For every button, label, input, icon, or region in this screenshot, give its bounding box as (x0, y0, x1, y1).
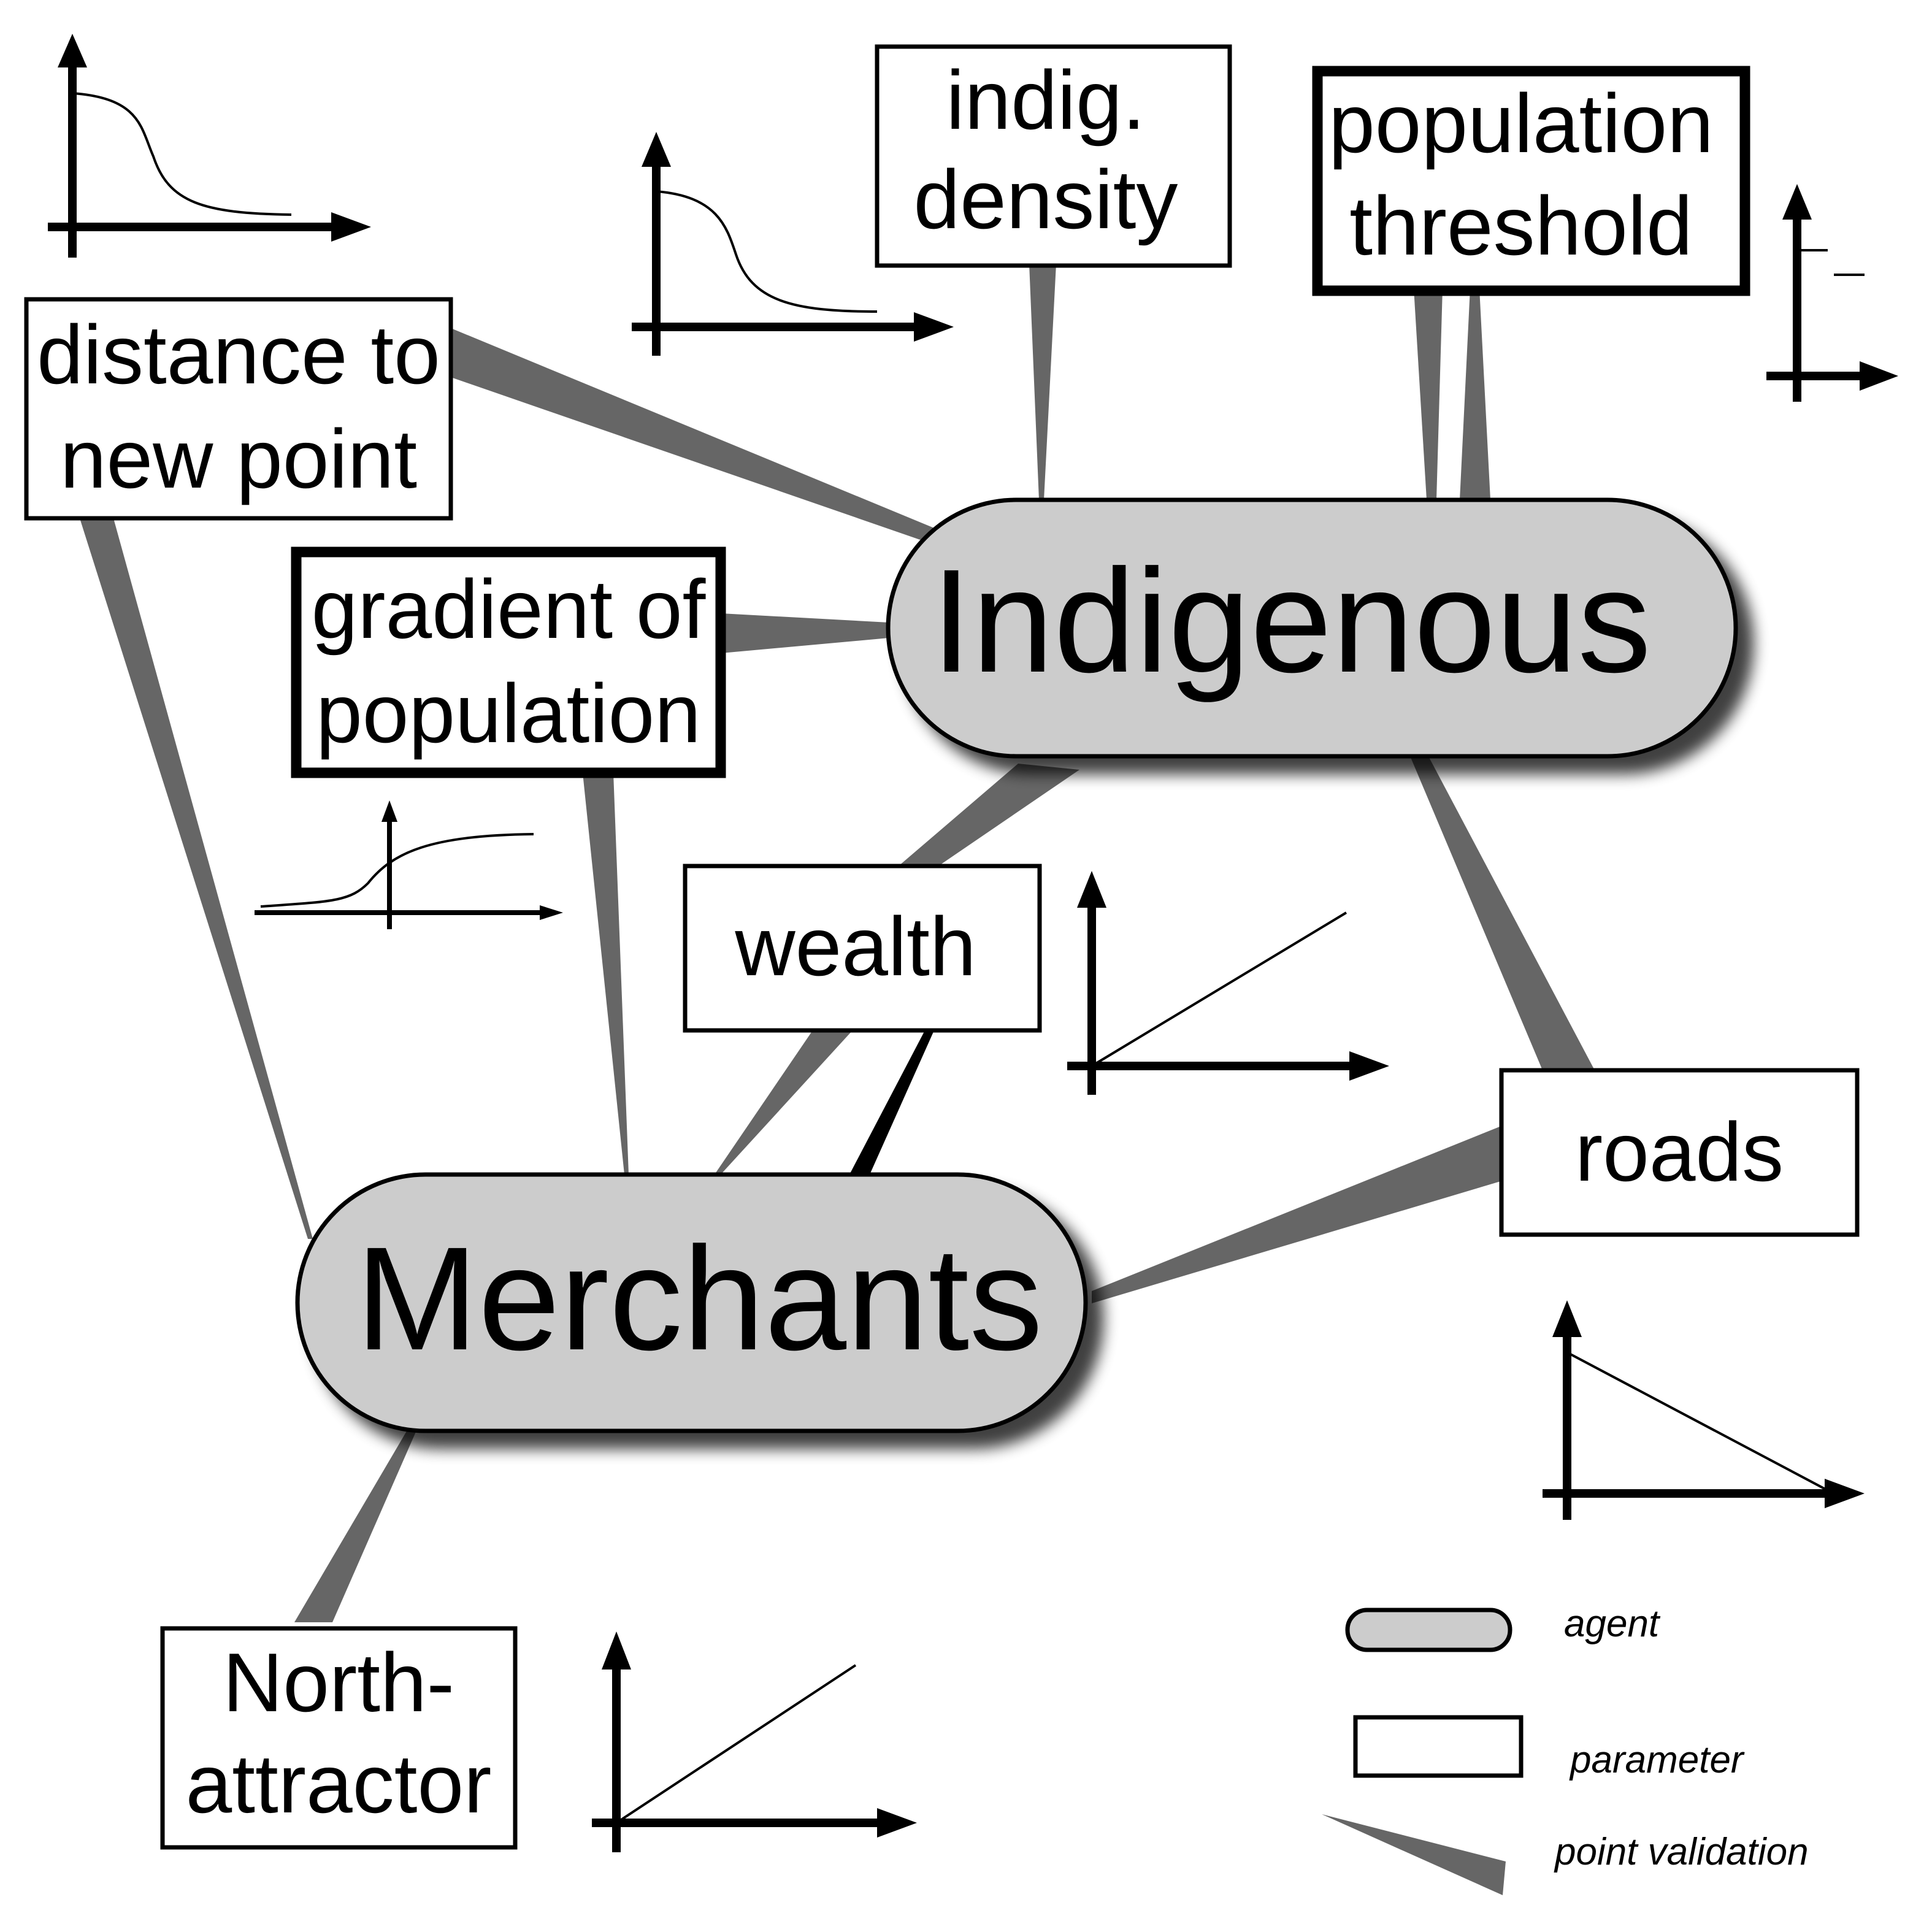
agent-merchants-label: Merchants (356, 1216, 1043, 1381)
link-indigenous-wealth (899, 764, 1079, 866)
link-threshold-indigenous-a (1414, 288, 1443, 500)
param-roads: roads (1499, 1068, 1860, 1237)
curve-wealth-line (1091, 911, 1347, 1067)
agent-indigenous-label: Indigenous (931, 539, 1651, 703)
param-population-threshold: population threshold (1312, 66, 1750, 296)
param-roads-box (1499, 1068, 1860, 1237)
curve-wealth-x-arrow (1349, 1051, 1389, 1081)
link-indig-density-indigenous (1029, 264, 1056, 500)
legend-agent-swatch (1345, 1608, 1512, 1652)
curve-gradient-y-arrow (381, 800, 397, 822)
param-gradient-of-population: gradient of population (291, 546, 726, 778)
curve-gradient-x-arrow (540, 905, 563, 920)
curve-north-increasing-linear (592, 1631, 917, 1852)
curve-north-y-arrow (602, 1631, 631, 1669)
curve-gradient-line (260, 833, 534, 908)
legend-parameter-label: parameter (1569, 1739, 1745, 1781)
param-north-line-1: North- (223, 1636, 454, 1729)
curve-north-line (615, 1664, 857, 1824)
legend-point-validation-label: point validation (1554, 1831, 1809, 1873)
curve-wealth-y-arrow (1077, 871, 1106, 908)
link-gradient-merchants (583, 773, 629, 1175)
curve-distance-line (72, 92, 292, 216)
link-wealth-merchants-strong (849, 1030, 934, 1175)
link-threshold-indigenous-b (1460, 288, 1490, 500)
param-threshold-line-1: population (1328, 77, 1714, 170)
curve-density-line (656, 190, 878, 313)
param-north-line-2: attractor (186, 1737, 492, 1830)
curve-distance-y-arrow (58, 34, 87, 67)
param-distance-line-2: new point (60, 412, 417, 505)
agent-merchants-shape (295, 1172, 1088, 1433)
param-indig-density-box (875, 44, 1232, 268)
param-threshold-line-2: threshold (1349, 179, 1692, 272)
param-indig-density: indig. density (875, 44, 1232, 268)
curve-threshold-step (1766, 184, 1898, 402)
link-indigenous-roads (1411, 757, 1595, 1070)
param-gradient-box (291, 546, 726, 778)
link-merchants-north (294, 1429, 417, 1622)
param-wealth-box (683, 864, 1042, 1033)
param-gradient-line-1: gradient of (312, 562, 706, 656)
link-distance-merchants (80, 518, 313, 1239)
legend: agent parameter point validation (1322, 1603, 1809, 1895)
param-threshold-box (1312, 66, 1750, 296)
legend-point-validation-swatch (1322, 1814, 1506, 1895)
curve-distance-decreasing-sigmoid (48, 34, 371, 258)
curve-wealth-increasing-linear (1067, 871, 1389, 1095)
param-distance-box (24, 297, 453, 521)
legend-parameter-swatch (1353, 1715, 1524, 1778)
curve-density-x-arrow (914, 312, 954, 342)
legend-agent-label: agent (1564, 1603, 1661, 1645)
param-indig-density-line-2: density (914, 153, 1178, 246)
param-wealth: wealth (683, 864, 1042, 1033)
curve-distance-x-arrow (331, 212, 371, 242)
link-distance-indigenous (451, 328, 948, 540)
param-indig-density-line-1: indig. (946, 53, 1145, 147)
param-wealth-label: wealth (734, 900, 976, 993)
agent-merchants: Merchants (295, 1172, 1088, 1433)
link-gradient-indigenous (721, 613, 889, 653)
agent-indigenous: Indigenous (886, 497, 1738, 759)
curve-roads-x-arrow (1825, 1479, 1865, 1508)
links (80, 264, 1595, 1622)
param-north-box (160, 1626, 518, 1850)
curve-roads-decreasing-linear (1543, 1300, 1865, 1520)
curve-threshold-x-arrow (1860, 361, 1898, 391)
param-distance-line-1: distance to (37, 308, 440, 401)
link-roads-merchants (1092, 1125, 1503, 1303)
curve-gradient-increasing-sigmoid (255, 800, 563, 929)
curve-roads-y-arrow (1552, 1300, 1582, 1337)
agent-indigenous-shape (886, 497, 1738, 759)
curve-roads-line (1566, 1351, 1828, 1492)
curve-indig-density-decreasing-sigmoid (632, 132, 954, 356)
param-gradient-line-2: population (316, 667, 701, 760)
link-wealth-merchants (715, 1030, 853, 1175)
curve-threshold-y-arrow (1782, 184, 1812, 220)
param-north-attractor: North- attractor (160, 1626, 518, 1850)
param-roads-label: roads (1575, 1105, 1784, 1198)
param-distance-to-new-point: distance to new point (24, 297, 453, 521)
curve-density-y-arrow (642, 132, 671, 167)
curve-north-x-arrow (877, 1808, 917, 1838)
